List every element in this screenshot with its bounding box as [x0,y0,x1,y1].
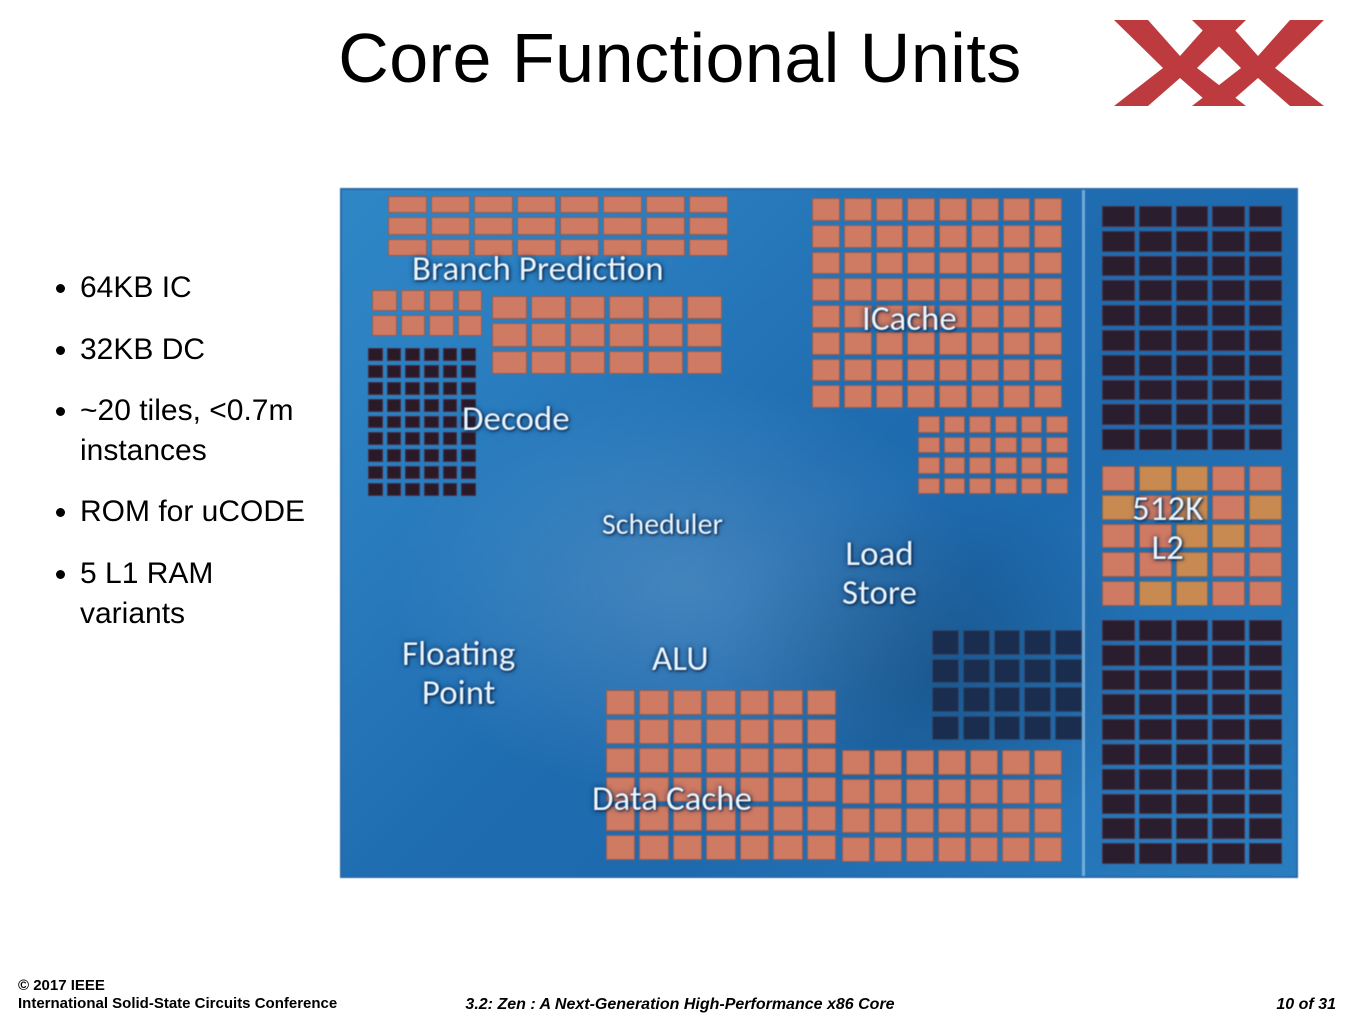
xx-logo-icon [1114,20,1324,106]
die-region-label: Data Cache [592,780,752,819]
bullet-item: 32KB DC [80,330,322,370]
die-block [1102,206,1282,450]
bullet-item: 64KB IC [80,268,322,308]
footer-subtitle: 3.2: Zen : A Next-Generation High-Perfor… [0,996,1360,1014]
die-region-label: Load Store [842,535,917,612]
bullet-item: ~20 tiles, <0.7m instances [80,391,322,470]
die-block [606,690,836,860]
die-region-label: ALU [652,640,709,679]
page-number: 10 of 31 [1276,996,1336,1014]
copyright-line-1: © 2017 IEEE [18,977,105,994]
die-block [918,416,1068,494]
die-region-label: 512K L2 [1132,490,1203,567]
die-block [368,348,476,496]
bullet-item: 5 L1 RAM variants [80,554,322,633]
slide: Core Functional Units 64KB IC 32KB DC ~2… [0,0,1360,1020]
die-block [492,296,722,374]
die-block [1102,620,1282,864]
bullet-list: 64KB IC 32KB DC ~20 tiles, <0.7m instanc… [52,268,322,655]
die-region-label: ICache [862,300,957,339]
die-region-label: Floating Point [402,635,515,712]
die-region-label: Decode [462,400,570,439]
die-block [372,290,482,336]
die-region-label: Branch Prediction [412,250,664,289]
l2-separator [1082,190,1085,876]
die-block [388,196,728,256]
die-block [842,750,1062,862]
bullet-item: ROM for uCODE [80,492,322,532]
die-block [932,630,1082,740]
die-region-label: Scheduler [602,508,723,541]
die-shot-diagram: Branch Prediction ICache Decode Scheduler Lo… [340,188,1298,878]
slide-footer: © 2017 IEEE International Solid-State Ci… [0,968,1360,1020]
